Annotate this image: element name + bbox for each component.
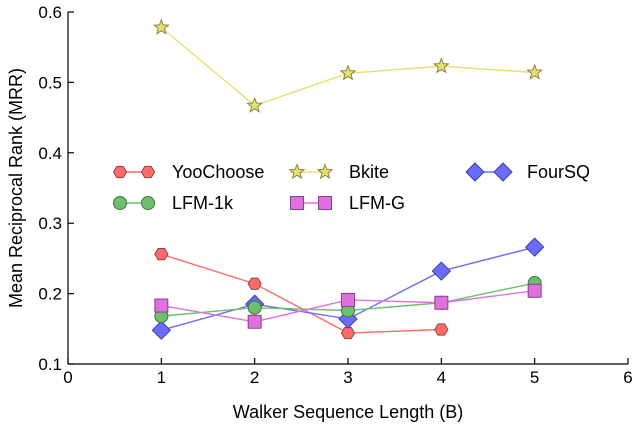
data-point-bkite <box>526 63 544 80</box>
data-point-lfm-g <box>527 283 542 298</box>
data-point-bkite <box>246 96 264 113</box>
legend-marker-lfm-g <box>290 196 304 210</box>
legend-marker-lfm-1k <box>141 196 155 210</box>
x-tick-label: 2 <box>250 368 259 387</box>
data-point-bkite <box>432 57 450 74</box>
series-bkite <box>152 18 544 113</box>
legend-marker-yoochoose <box>140 165 156 179</box>
data-point-lfm-g <box>434 295 449 310</box>
data-point-foursq <box>431 261 452 281</box>
legend-label-foursq: FourSQ <box>527 162 590 182</box>
legend-marker-lfm-g <box>318 196 332 210</box>
ticks: 0 1 2 3 4 5 6 0.1 0.2 0.3 0.4 0.5 0.6 <box>38 3 632 387</box>
legend-entry-yoochoose: YooChoose <box>112 162 264 182</box>
x-tick-label: 6 <box>623 368 632 387</box>
x-tick-label: 5 <box>530 368 539 387</box>
data-point-bkite <box>152 18 170 35</box>
y-axis-title: Mean Reciprocal Rank (MRR) <box>6 68 26 308</box>
legend-label-lfm-g: LFM-G <box>349 193 405 213</box>
legend-entry-bkite: Bkite <box>288 162 389 182</box>
series-yoochoose <box>154 248 449 340</box>
data-point-lfm-g <box>154 298 169 313</box>
x-tick-label: 0 <box>63 368 72 387</box>
x-tick-label: 3 <box>343 368 352 387</box>
data-point-lfm-g <box>247 314 262 329</box>
data-point-foursq <box>524 237 545 257</box>
legend-entry-lfm-g: LFM-G <box>290 193 405 213</box>
legend-marker-yoochoose <box>112 165 128 179</box>
legend: YooChoose Bkite FourSQ LFM-1k LFM-G <box>112 162 590 213</box>
y-tick-label: 0.6 <box>38 3 62 22</box>
legend-label-lfm-1k: LFM-1k <box>172 193 234 213</box>
y-tick-label: 0.3 <box>38 214 62 233</box>
y-tick-label: 0.2 <box>38 285 62 304</box>
legend-marker-foursq <box>493 162 513 182</box>
legend-entry-lfm-1k: LFM-1k <box>113 193 234 213</box>
series-line-yoochoose <box>161 253 442 334</box>
legend-marker-foursq <box>465 162 485 182</box>
legend-label-yoochoose: YooChoose <box>172 162 264 182</box>
data-point-bkite <box>339 64 357 81</box>
x-tick-label: 1 <box>157 368 166 387</box>
data-point-lfm-1k <box>247 300 262 315</box>
data-point-yoochoose <box>247 277 262 290</box>
legend-label-bkite: Bkite <box>349 162 389 182</box>
y-tick-label: 0.5 <box>38 73 62 92</box>
legend-marker-bkite <box>288 163 306 180</box>
legend-marker-lfm-1k <box>113 196 127 210</box>
data-point-lfm-g <box>341 292 355 307</box>
series-lfm-g <box>154 283 542 329</box>
series-layer <box>151 18 545 340</box>
data-point-yoochoose <box>154 248 169 261</box>
data-point-yoochoose <box>434 323 449 336</box>
data-point-foursq <box>151 320 172 340</box>
data-point-yoochoose <box>340 326 356 340</box>
y-tick-label: 0.1 <box>38 355 62 374</box>
y-tick-label: 0.4 <box>38 144 62 163</box>
legend-entry-foursq: FourSQ <box>465 162 590 182</box>
x-tick-label: 4 <box>437 368 446 387</box>
legend-marker-bkite <box>316 163 334 180</box>
series-foursq <box>151 237 545 340</box>
x-axis-title: Walker Sequence Length (B) <box>233 402 463 422</box>
